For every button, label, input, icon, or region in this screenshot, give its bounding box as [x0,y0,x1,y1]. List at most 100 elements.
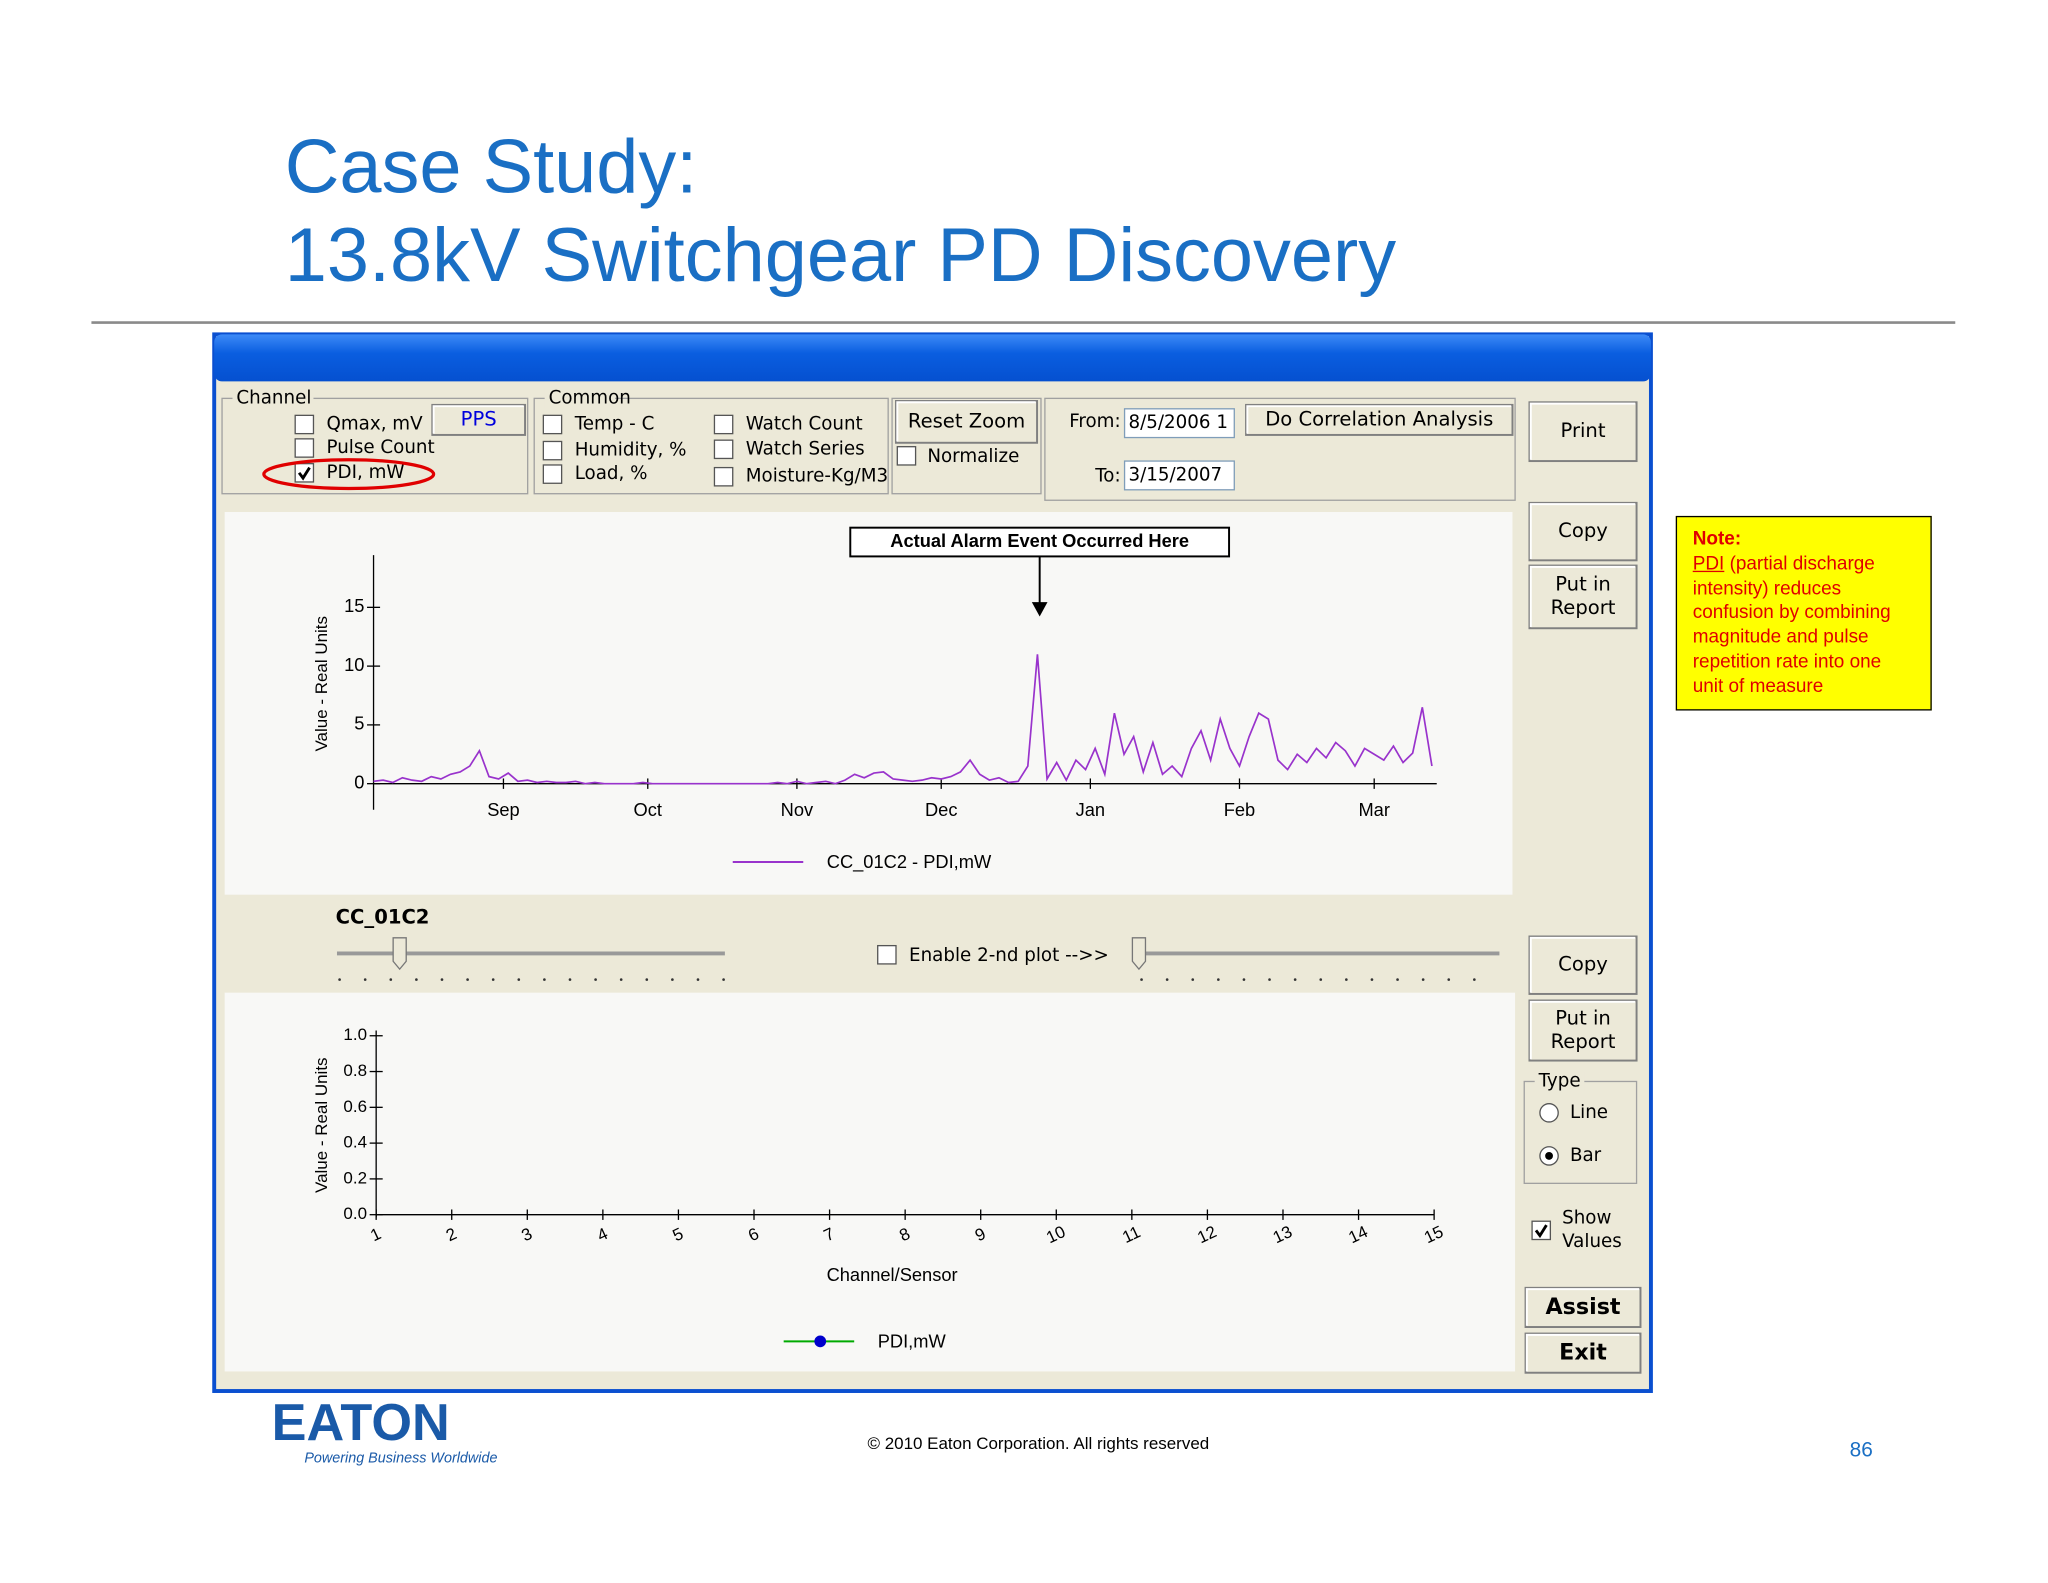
radio[interactable] [1539,1103,1559,1123]
button-label[interactable]: Put in [1555,573,1611,596]
checkbox-label[interactable]: Show [1562,1208,1611,1229]
x-tick-label: Feb [1224,799,1255,820]
button-label[interactable]: Report [1551,596,1616,619]
y-tick-label: 5 [354,713,364,734]
copyright: © 2010 Eaton Corporation. All rights res… [868,1434,1210,1453]
slider-thumb[interactable] [392,937,407,971]
button[interactable] [1528,401,1638,463]
radio-label[interactable]: Line [1570,1102,1608,1123]
checkbox[interactable] [294,463,315,483]
checkbox[interactable] [877,944,897,965]
checkbox-label[interactable]: Load, % [575,463,648,484]
checkbox-label[interactable]: PDI, mW [327,462,405,483]
slider-thumb[interactable] [1131,937,1147,971]
slider-tick [619,978,623,981]
x-axis-label: Channel/Sensor [827,1264,958,1285]
slider-tick [1140,978,1143,981]
slider-tick [1293,978,1297,981]
checkbox-label[interactable]: Humidity, % [575,440,687,461]
button-highlight [1529,402,1636,460]
checkbox[interactable] [713,414,734,435]
button-label[interactable]: Print [1560,419,1605,442]
checkbox[interactable] [713,439,734,460]
top-plot-area [224,511,1513,895]
text-field[interactable] [1123,408,1235,439]
slider-tick [1319,978,1323,981]
text-field[interactable] [1123,460,1235,491]
checkbox-label[interactable]: Enable 2-nd plot -->> [909,945,1109,966]
group-title-bg [544,387,616,409]
note-text: (partial discharge intensity) reduces co… [1692,553,1891,698]
button[interactable] [1528,935,1638,995]
y-axis-label: Value - Real Units [312,1057,331,1193]
slider-tick [568,978,572,981]
checkbox[interactable] [542,464,563,484]
annotation: Actual Alarm Event Occurred Here [890,530,1189,551]
slider-tick [491,978,495,981]
tagline: Powering Business Worldwide [304,1451,497,1467]
button-highlight [1529,565,1636,627]
checkbox-label[interactable]: Temp - C [574,413,655,434]
annotation-arrowhead [1031,602,1048,617]
button-label[interactable]: Exit [1559,1340,1607,1366]
button-label[interactable]: Report [1551,1030,1616,1053]
checkbox[interactable] [713,466,734,487]
button[interactable] [1528,564,1638,630]
legend-marker [814,1335,827,1348]
slider-tick [363,978,367,981]
group-title: Type [1538,1070,1581,1091]
button-label[interactable]: Do Correlation Analysis [1265,407,1493,430]
x-tick-label: Dec [925,799,957,820]
button-label[interactable]: Reset Zoom [908,409,1025,432]
button-highlight [432,405,524,434]
y-tick-label: 0 [354,772,364,793]
check-mark [1534,1224,1548,1239]
x-tick-label: Sep [487,799,520,820]
checkbox-label[interactable]: Watch Series [746,438,865,459]
checkbox-label[interactable]: Normalize [927,446,1019,467]
radio-label[interactable]: Bar [1570,1145,1602,1166]
checkbox-label[interactable]: Moisture-Kg/M3 [746,466,888,487]
checkbox[interactable] [294,438,315,458]
data-line [373,654,1433,785]
slider-tick [440,978,444,981]
checkbox[interactable] [294,414,315,435]
checkbox[interactable] [542,440,563,461]
group-box [533,397,889,495]
y-tick-label: 15 [344,595,364,616]
page-number: 86 [1850,1439,1873,1462]
field-value[interactable]: 3/15/2007 [1128,464,1222,485]
button-label[interactable]: Copy [1558,519,1608,542]
y-axis-label: Value - Real Units [312,616,331,752]
checkbox[interactable] [896,446,917,466]
slider-tick [1165,978,1169,981]
button[interactable] [895,399,1039,444]
checkbox-label[interactable]: Values [1562,1231,1622,1252]
title-bar [214,334,1651,382]
slider-tick [466,978,469,981]
radio-dot [1545,1151,1553,1160]
button-highlight [1525,1288,1640,1326]
slider-tick [1370,978,1374,981]
field-value[interactable]: 8/5/2006 1 [1128,412,1227,433]
button[interactable] [1524,1332,1642,1374]
button-label[interactable]: Assist [1546,1294,1621,1320]
button[interactable] [1245,403,1514,436]
checkbox-label[interactable]: Pulse Count [327,437,435,458]
checkbox[interactable] [542,414,563,435]
checkbox[interactable] [1531,1220,1552,1241]
button-label[interactable]: Copy [1558,953,1608,976]
button[interactable] [1524,1286,1642,1328]
button[interactable] [1528,501,1638,562]
button-label[interactable]: Put in [1555,1006,1611,1029]
button[interactable] [431,403,527,436]
y-tick-label: 0.2 [343,1168,367,1187]
checkbox-label[interactable]: Watch Count [746,413,863,434]
x-tick-label: Nov [781,799,814,820]
checkbox-label[interactable]: Qmax, mV [327,413,424,434]
button-label[interactable]: PPS [461,407,497,430]
slider-tick [1473,978,1476,981]
button[interactable] [1528,999,1638,1062]
